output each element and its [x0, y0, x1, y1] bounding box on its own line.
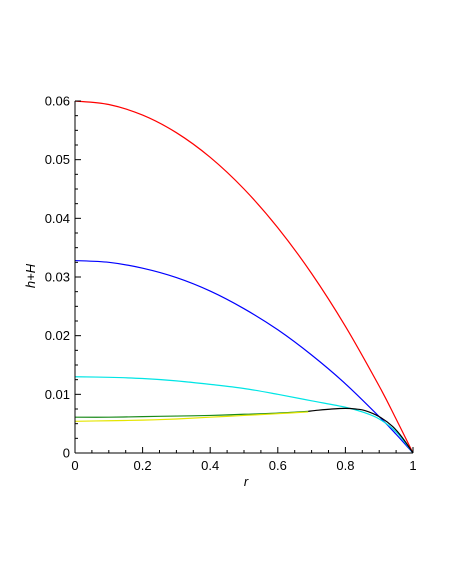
y-axis-ticks: 0 0.01 0.02 0.03 0.04 0.05 0.06	[45, 94, 81, 461]
y-tick-label: 0.02	[45, 328, 70, 343]
series-layer	[74, 100, 414, 454]
x-tick-label: 0.8	[336, 458, 354, 473]
series-line-3	[74, 376, 414, 454]
series-line-6	[308, 407, 414, 454]
x-tick-label: 0.4	[201, 458, 219, 473]
series-line-4	[74, 410, 309, 418]
x-tick-label: 0.6	[269, 458, 287, 473]
y-tick-label: 0.03	[45, 270, 70, 285]
x-tick-label: 1	[409, 458, 416, 473]
y-tick-label: 0	[63, 446, 70, 461]
y-tick-label: 0.05	[45, 152, 70, 167]
x-tick-label: 0	[71, 458, 78, 473]
x-axis-label: r	[244, 474, 249, 489]
x-tick-label: 0.2	[134, 458, 152, 473]
series-line-5	[74, 411, 309, 422]
y-axis-label: h+H	[23, 263, 38, 288]
y-tick-label: 0.06	[45, 94, 70, 109]
y-tick-label: 0.04	[45, 211, 70, 226]
series-line-1	[74, 100, 414, 454]
y-tick-label: 0.01	[45, 387, 70, 402]
series-line-2	[74, 259, 414, 454]
x-axis-ticks: 0 0.2 0.4 0.6 0.8 1	[71, 447, 417, 473]
